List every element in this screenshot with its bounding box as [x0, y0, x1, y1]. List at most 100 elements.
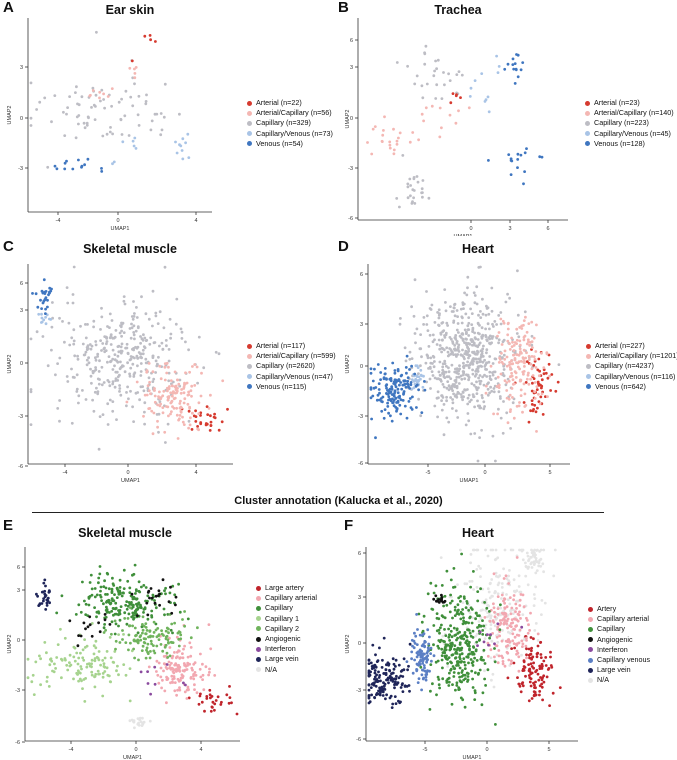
data-point — [156, 673, 160, 677]
data-point — [184, 683, 187, 687]
data-point — [182, 391, 186, 395]
data-point — [199, 414, 202, 417]
data-point — [448, 633, 451, 637]
data-point — [119, 360, 122, 364]
data-point — [449, 348, 453, 351]
data-point — [90, 587, 94, 591]
data-point — [425, 673, 429, 676]
data-point — [90, 593, 94, 597]
data-point — [493, 624, 497, 628]
data-point — [463, 328, 467, 332]
data-point — [186, 132, 190, 136]
data-point — [113, 385, 117, 389]
data-point — [502, 622, 506, 626]
data-point — [458, 630, 461, 634]
data-point — [487, 360, 491, 364]
data-point — [94, 93, 98, 97]
data-point — [435, 693, 438, 697]
data-point — [402, 390, 406, 393]
data-point — [134, 147, 138, 150]
data-point — [180, 337, 184, 340]
data-point — [444, 331, 448, 335]
data-point — [90, 665, 93, 669]
data-point — [498, 356, 501, 360]
data-point — [451, 92, 455, 95]
data-point — [515, 342, 518, 345]
data-point — [93, 675, 96, 679]
data-point — [191, 365, 194, 368]
data-point — [124, 89, 128, 93]
data-point — [508, 342, 511, 346]
data-point — [504, 645, 508, 648]
data-point — [525, 639, 528, 642]
data-point — [84, 602, 88, 606]
data-point — [429, 646, 433, 650]
data-point — [486, 387, 490, 391]
data-point — [81, 687, 84, 690]
data-point — [168, 646, 172, 649]
data-point — [85, 123, 89, 127]
data-point — [208, 429, 212, 432]
data-point — [456, 353, 460, 356]
data-point — [403, 346, 407, 350]
legend-label: Angiogenic — [597, 634, 633, 644]
data-point — [75, 373, 79, 377]
data-point — [179, 633, 183, 637]
data-point — [463, 663, 467, 667]
data-point — [516, 313, 520, 317]
data-point — [505, 364, 509, 368]
data-point — [461, 348, 464, 352]
data-point — [482, 407, 486, 411]
data-point — [440, 623, 443, 627]
legend-swatch — [585, 141, 590, 147]
data-point — [141, 623, 144, 626]
data-point — [137, 124, 141, 127]
data-point — [521, 684, 525, 688]
data-point — [100, 599, 103, 602]
data-point — [542, 366, 546, 370]
x-axis-label: UMAP1 — [463, 755, 482, 760]
data-point — [474, 671, 477, 675]
data-point — [103, 670, 107, 673]
data-point — [521, 558, 525, 562]
data-points — [366, 44, 544, 209]
data-point — [428, 708, 432, 711]
data-point — [467, 366, 471, 370]
data-point — [40, 321, 43, 324]
data-point — [131, 139, 135, 143]
data-point — [511, 621, 515, 625]
data-point — [549, 650, 552, 654]
data-point — [444, 309, 448, 313]
data-point — [145, 393, 149, 397]
data-point — [137, 721, 141, 725]
data-point — [440, 408, 444, 412]
x-tick-label: -4 — [69, 747, 74, 753]
data-point — [48, 601, 51, 605]
data-point — [470, 621, 474, 625]
data-point — [194, 415, 198, 418]
data-point — [60, 594, 64, 598]
data-point — [537, 382, 540, 386]
data-point — [453, 585, 457, 589]
data-point — [192, 677, 196, 681]
legend-item: Capillary/Venous (n=73) — [247, 129, 333, 139]
data-point — [465, 373, 468, 377]
legend-item: Large vein — [588, 665, 650, 675]
data-point — [458, 643, 462, 646]
data-point — [146, 613, 150, 617]
legend-swatch — [585, 110, 590, 116]
data-point — [112, 613, 115, 617]
data-point — [181, 618, 184, 621]
data-point — [489, 385, 492, 389]
data-point — [44, 608, 48, 611]
data-point — [138, 590, 142, 594]
data-point — [384, 697, 387, 701]
data-point — [466, 402, 470, 406]
data-point — [426, 658, 429, 661]
data-point — [466, 342, 470, 345]
data-point — [471, 328, 475, 332]
data-point — [507, 321, 510, 325]
data-point — [455, 660, 459, 664]
data-point — [396, 369, 400, 373]
data-point — [506, 651, 510, 655]
